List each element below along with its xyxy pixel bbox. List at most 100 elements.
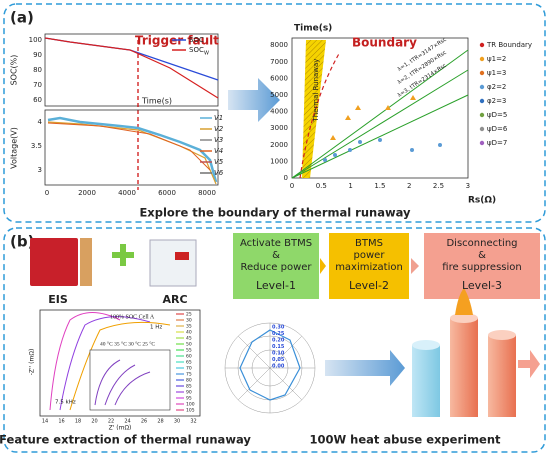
plus-icon — [112, 244, 134, 266]
tick-label: 0.30 — [272, 325, 285, 331]
tick-label: 6000 — [158, 189, 176, 197]
level-name: Level-2 — [349, 279, 389, 292]
legend-label: 30 — [186, 318, 192, 324]
tick-label: 60 — [33, 96, 42, 104]
legend-label: V3 — [214, 136, 223, 144]
legend-label: 80 — [186, 378, 192, 384]
legend-label: SOC — [189, 46, 204, 54]
tick-label: 0 — [45, 189, 49, 197]
tick-label: 0 — [290, 182, 294, 190]
legend-label: ψD=7 — [487, 139, 507, 147]
legend-label: φ2=3 — [487, 97, 506, 105]
level-text: Disconnecting — [446, 238, 517, 249]
tick-label: 8000 — [198, 189, 216, 197]
tick-label: 0.00 — [272, 364, 285, 370]
legend-label: ψD=6 — [487, 125, 508, 133]
axis-label: Voltage(V) — [10, 127, 19, 169]
tick-label: 22 — [108, 419, 114, 425]
tick-label: 16 — [58, 419, 64, 425]
axis-label: Z' (mΩ) — [109, 425, 132, 432]
tick-label: 14 — [42, 419, 48, 425]
soc-chart — [44, 33, 219, 190]
tick-label: 24 — [124, 419, 130, 425]
tick-label: 1.5 — [374, 182, 385, 190]
tick-label: 70 — [33, 81, 42, 89]
legend-label: 95 — [186, 396, 192, 402]
legend-label: 100 — [186, 402, 195, 408]
panel-label: (b) — [10, 233, 34, 251]
arc-device — [149, 239, 197, 287]
level-name: Level-3 — [462, 279, 502, 292]
radar-chart — [224, 322, 316, 414]
caption: Feature extraction of thermal runaway — [0, 433, 251, 447]
legend-label: ψD=5 — [487, 111, 507, 119]
tick-label: 3000 — [270, 124, 288, 132]
tick-label: 4 — [38, 118, 43, 126]
legend-label: V2 — [214, 125, 224, 133]
legend-marker — [479, 126, 485, 132]
legend-label: 75 — [186, 372, 192, 378]
arrow — [320, 258, 326, 274]
level-box — [424, 233, 540, 299]
level-text: & — [478, 250, 486, 261]
tick-label: 0.10 — [272, 351, 285, 357]
tick-label: 4000 — [118, 189, 136, 197]
axis-label: SOC(%) — [10, 55, 19, 86]
annotation: 1 Hz — [150, 325, 162, 331]
tick-label: 1 — [348, 182, 352, 190]
tick-label: 2 — [407, 182, 411, 190]
legend-label: V1 — [214, 114, 223, 122]
level-name: Level-1 — [256, 279, 296, 292]
legend-label: 35 — [186, 324, 192, 330]
tick-label: 7000 — [270, 58, 288, 66]
tick-label: 28 — [157, 419, 163, 425]
nyquist-chart — [39, 309, 201, 417]
legend-label: 60 — [186, 354, 192, 360]
level-boxes — [233, 233, 540, 299]
tick-label: 2000 — [270, 141, 288, 149]
axis-label: Time(s) — [141, 97, 172, 106]
tick-label: 18 — [75, 419, 81, 425]
tick-label: 0.05 — [272, 357, 285, 363]
tick-label: 26 — [141, 419, 147, 425]
legend-label: TR Boundary — [486, 41, 532, 49]
legend-label: 70 — [186, 366, 192, 372]
voltage-chart — [44, 109, 219, 186]
tick-label: 32 — [190, 419, 196, 425]
arrow — [411, 258, 419, 274]
legend-label: W — [204, 51, 209, 57]
level-text: fire suppression — [442, 262, 521, 273]
arc-device — [175, 252, 189, 260]
panel-frame — [3, 227, 546, 453]
legend-label: 25 — [186, 312, 192, 318]
chart-title: Time(s) — [294, 24, 332, 34]
tick-label: 80 — [33, 66, 42, 74]
legend-marker — [479, 56, 485, 62]
annotation: 7.5 kHz — [55, 400, 76, 406]
legend-marker — [479, 140, 485, 146]
legend-label: 55 — [186, 348, 192, 354]
legend-label: 50 — [186, 342, 192, 348]
panel-label: (a) — [10, 9, 34, 27]
tick-label: 1000 — [270, 157, 288, 165]
tick-label: 8000 — [270, 41, 288, 49]
legend-label: ψ1=3 — [487, 69, 506, 77]
level-box — [329, 233, 409, 299]
tick-label: 90 — [33, 51, 42, 59]
legend-label: ψ1=2 — [487, 55, 506, 63]
legend-marker — [479, 42, 485, 48]
axis-label: -Z'' (mΩ) — [29, 349, 36, 376]
arrow — [228, 78, 280, 122]
tick-label: 4000 — [270, 108, 288, 116]
legend-label: φ2=2 — [487, 83, 506, 91]
legend-label: 105 — [186, 408, 195, 414]
device-label: EIS — [48, 293, 68, 306]
tick-label: 6000 — [270, 74, 288, 82]
legend-marker — [479, 84, 485, 90]
eis-board — [80, 238, 92, 286]
caption: Explore the boundary of thermal runaway — [139, 206, 411, 220]
eis-board — [30, 238, 78, 286]
level-text: Activate BTMS — [240, 238, 312, 249]
tick-label: 0.15 — [272, 344, 285, 350]
